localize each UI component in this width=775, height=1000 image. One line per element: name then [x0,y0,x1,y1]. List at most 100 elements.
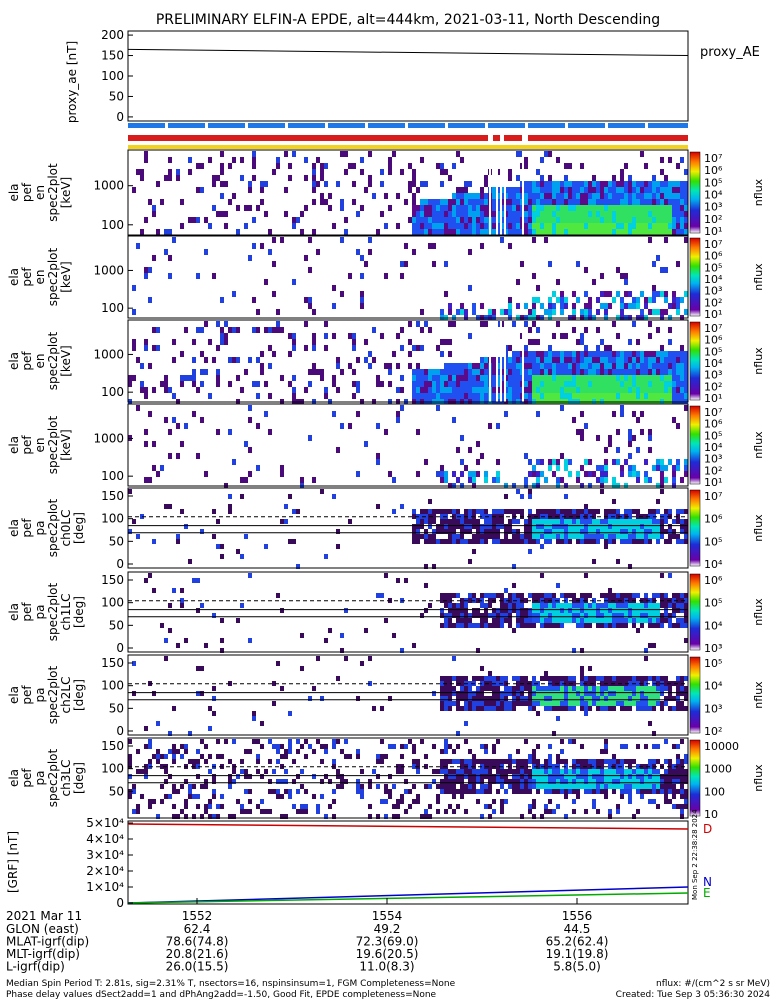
heatmap-cell [576,774,580,779]
heatmap-cell [444,223,448,229]
heatmap-cell [132,809,136,814]
heatmap-cell [592,381,596,387]
heatmap-cell [620,794,624,799]
heatmap-cell [600,223,604,229]
heatmap-cell [624,779,628,784]
heatmap-cell [500,613,504,618]
heatmap-cell [656,211,660,217]
colorbar-label: nflux [752,347,765,375]
heatmap-cell [684,465,688,471]
heatmap-cell [564,459,568,465]
heatmap-cell [616,534,620,539]
heatmap-cell [628,564,632,569]
heatmap-cell [600,199,604,205]
heatmap-cell [376,423,380,429]
heatmap-cell [156,327,160,333]
heatmap-cell [364,441,368,447]
heatmap-cell [548,608,552,613]
heatmap-cell [420,181,424,187]
heatmap-cell [576,477,580,483]
heatmap-cell [548,297,552,303]
heatmap-cell [524,375,528,381]
heatmap-cell [312,345,316,351]
heatmap-cell [524,357,528,363]
heatmap-cell [556,199,560,205]
heatmap-cell [656,375,660,381]
heatmap-cell [660,623,664,628]
heatmap-cell [632,696,636,701]
heatmap-cell [680,809,684,814]
heatmap-cell [672,794,676,799]
ytick-label: 0 [116,641,124,655]
colorbar-label: nflux [752,178,765,206]
heatmap-cell [620,351,624,357]
heatmap-cell [480,321,484,327]
heatmap-cell [296,809,300,814]
heatmap-cell [292,345,296,351]
heatmap-cell [568,199,572,205]
heatmap-cell [560,351,564,357]
heatmap-cell [540,676,544,681]
heatmap-cell [668,339,672,345]
heatmap-cell [488,784,492,789]
heatmap-cell [656,676,660,681]
heatmap-cell [268,809,272,814]
heatmap-cell [476,608,480,613]
heatmap-cell [128,489,132,494]
heatmap-cell [628,509,632,514]
heatmap-cell [516,357,520,363]
heatmap-cell [672,229,676,235]
heatmap-cell [612,608,616,613]
heatmap-cell [580,163,584,169]
heatmap-cell [676,754,680,759]
heatmap-cell [452,794,456,799]
heatmap-cell [668,229,672,235]
heatmap-cell [644,701,648,706]
heatmap-cell [624,369,628,375]
heatmap-cell [576,339,580,345]
heatmap-cell [640,181,644,187]
heatmap-cell [648,643,652,648]
heatmap-cell [520,769,524,774]
heatmap-cell [572,739,576,744]
heatmap-cell [652,593,656,598]
heatmap-cell [544,151,548,157]
heatmap-cell [608,217,612,223]
heatmap-cell [388,363,392,369]
heatmap-cell [676,303,680,309]
heatmap-cell [636,691,640,696]
ytick-label: 100 [101,469,124,483]
data-gap-stripe [504,150,506,235]
heatmap-cell [624,784,628,789]
heatmap-cell [424,529,428,534]
heatmap-cell [564,701,568,706]
heatmap-cell [380,333,384,339]
heatmap-cell [580,193,584,199]
heatmap-cell [260,809,264,814]
heatmap-cell [548,509,552,514]
heatmap-cell [484,749,488,754]
heatmap-cell [508,519,512,524]
heatmap-cell [648,701,652,706]
heatmap-cell [396,578,400,583]
heatmap-cell [300,744,304,749]
heatmap-cell [652,375,656,381]
heatmap-cell [572,593,576,598]
colorbar-tick-label: 10⁷ [704,322,722,335]
heatmap-cell [156,181,160,187]
heatmap-cell [616,459,620,465]
heatmap-cell [424,375,428,381]
heatmap-cell [516,351,520,357]
heatmap-cell [664,539,668,544]
heatmap-cell [556,193,560,199]
heatmap-cell [440,613,444,618]
heatmap-cell [488,779,492,784]
heatmap-cell [412,524,416,529]
heatmap-cell [496,789,500,794]
heatmap-cell [432,691,436,696]
heatmap-cell [672,608,676,613]
heatmap-cell [620,405,624,411]
heatmap-cell [404,809,408,814]
heatmap-cell [528,789,532,794]
heatmap-cell [460,618,464,623]
